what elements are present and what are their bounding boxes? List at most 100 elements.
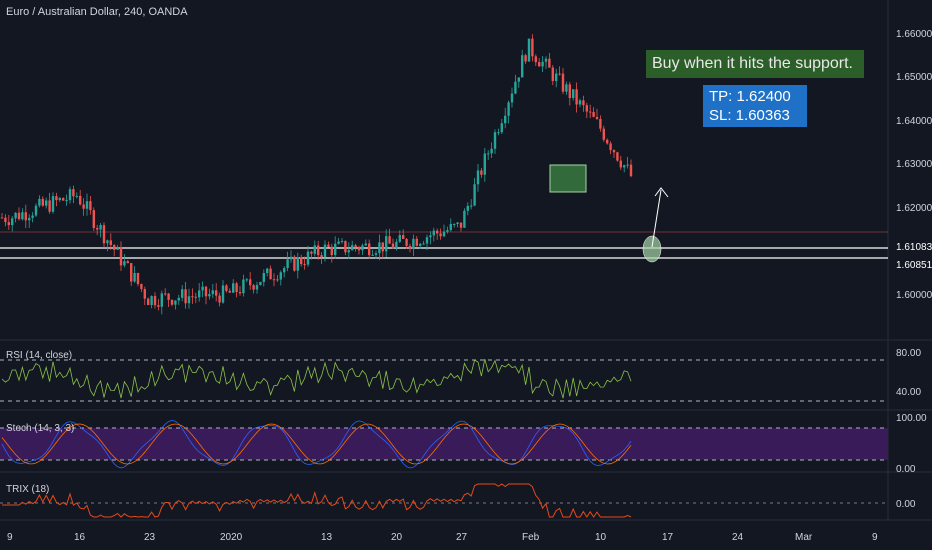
candle-body [195,297,197,298]
candle-body [164,293,166,294]
candle-body [460,223,462,228]
candle-body [171,300,173,305]
candle-body [310,252,312,254]
rsi-label[interactable]: RSI (14, close) [6,350,72,361]
candle-body [531,39,533,57]
time-tick: Mar [795,532,813,543]
candle-body [72,189,74,196]
candle-body [521,55,523,77]
candle-body [562,74,564,92]
candle-body [96,228,98,230]
candle-body [239,292,241,293]
candle-body [582,100,584,105]
candle-body [382,242,384,251]
candle-body [48,200,50,211]
candle-body [572,89,574,98]
candle-body [375,253,377,255]
time-tick: 2020 [220,532,243,543]
stoch-tick: 0.00 [896,464,916,475]
candle-body [331,247,333,255]
stoch-tick: 100.00 [896,413,927,424]
time-tick: 24 [732,532,744,543]
candle-body [82,204,84,208]
candle-body [599,119,601,129]
trix-label[interactable]: TRIX (18) [6,484,49,495]
buy-callout[interactable]: Buy when it hits the support. [646,50,864,78]
candle-body [524,55,526,61]
candle-body [514,82,516,94]
candle-body [456,223,458,224]
symbol-title[interactable]: Euro / Australian Dollar, 240, OANDA [6,6,188,18]
candle-body [388,236,390,243]
candle-body [252,285,254,289]
candle-body [280,272,282,279]
candle-body [89,201,91,210]
rsi-tick: 80.00 [896,348,921,359]
candle-body [110,240,112,245]
candle-body [535,56,537,62]
consolidation-box[interactable] [550,165,586,192]
candle-body [59,198,61,200]
candle-body [511,94,513,103]
candle-body [303,264,305,265]
price-tick: 1.65000 [896,72,932,83]
time-tick: 20 [391,532,403,543]
candle-body [409,246,411,248]
candle-body [586,105,588,111]
target-ellipse[interactable] [643,236,661,262]
candle-body [429,235,431,237]
candle-body [620,161,622,168]
candle-body [18,213,20,219]
candle-body [201,287,203,291]
candle-body [371,255,373,256]
candle-body [130,263,132,281]
candle-body [157,305,159,307]
candle-body [205,287,207,297]
candle-body [606,140,608,144]
candle-body [443,232,445,237]
candle-body [150,296,152,305]
arrow-head-icon [655,188,668,197]
candle-body [314,245,316,253]
time-tick: 9 [872,532,878,543]
candle-body [4,218,6,222]
candle-body [79,196,81,204]
price-tick: 1.63000 [896,159,932,170]
candle-body [484,154,486,175]
candle-body [436,231,438,234]
time-axis[interactable]: 9 16 23 2020 13 20 27 Feb 10 17 24 Mar 9 [7,532,878,543]
tp-sl-callout[interactable]: TP: 1.62400 SL: 1.60363 [703,85,807,127]
candle-body [14,213,16,219]
candle-body [269,269,271,280]
candle-body [235,283,237,292]
stoch-label[interactable]: Stoch (14, 3, 3) [6,423,74,434]
candle-body [439,233,441,236]
candle-body [416,239,418,246]
candle-body [538,62,540,66]
candle-body [8,222,10,225]
candle-body [555,74,557,81]
candle-body [65,200,67,201]
candle-body [596,117,598,119]
candle-body [38,199,40,206]
candle-body [494,132,496,149]
candle-body [249,279,251,285]
candle-body [497,132,499,133]
candle-body [293,257,295,271]
candle-body [589,112,591,113]
candle-body [106,240,108,243]
candle-body [137,273,139,284]
candle-body [55,196,57,200]
candle-body [276,279,278,280]
stoch-band [0,428,888,460]
candle-body [167,294,169,300]
candle-body [120,247,122,265]
price-tick: 1.62000 [896,203,932,214]
trix-tick: 0.00 [896,499,916,510]
candle-body [354,245,356,248]
candle-body [541,62,543,67]
candle-body [300,258,302,264]
candle-body [626,165,628,166]
candle-body [344,241,346,252]
